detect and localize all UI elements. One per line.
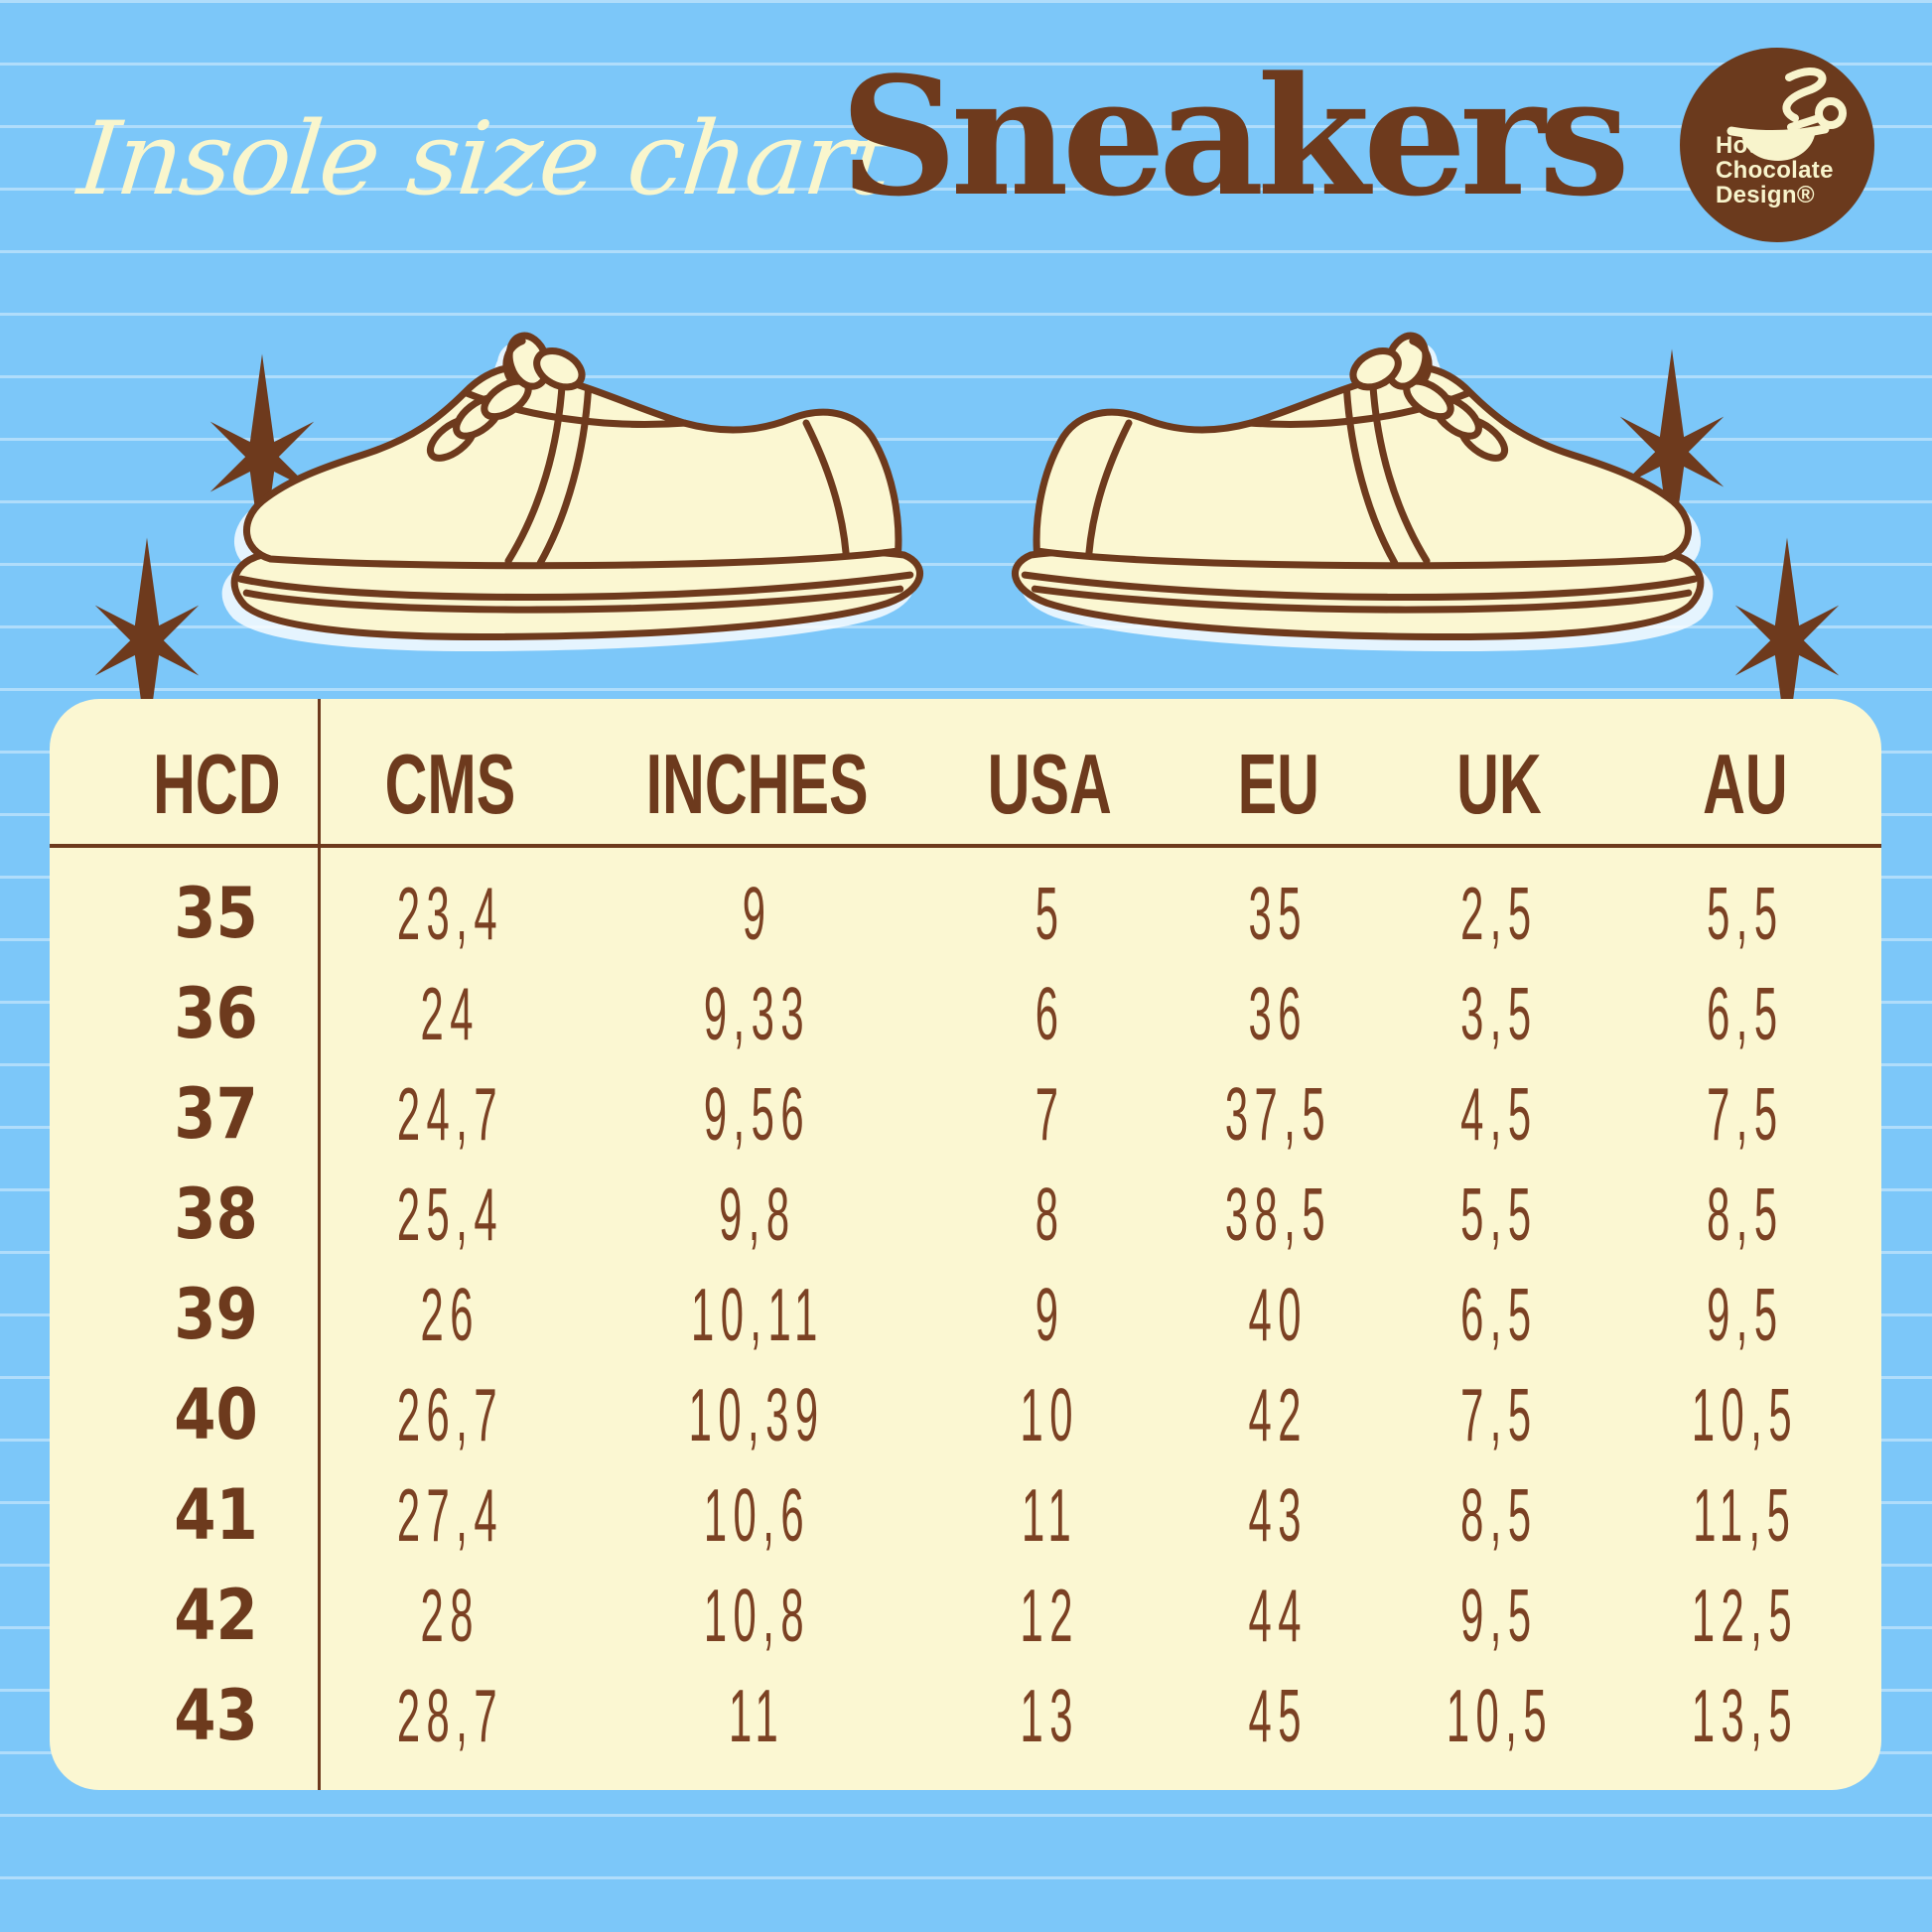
size-value: 8: [1035, 1173, 1065, 1257]
size-value: 26,7: [396, 1373, 504, 1457]
size-value: 10,5: [1691, 1373, 1799, 1457]
size-value: 3,5: [1460, 972, 1538, 1056]
size-value: 5,5: [1706, 872, 1784, 956]
size-label: 38: [174, 1173, 259, 1256]
size-value: 11: [729, 1674, 785, 1758]
size-value: 4,5: [1460, 1072, 1538, 1157]
table-row: 41 27,4 10,6 11 43 8,5 11,5: [50, 1465, 1881, 1566]
brand-word-design: Design®: [1716, 182, 1815, 208]
size-value: 10,8: [703, 1574, 811, 1658]
size-table: HCD CMS INCHES USA EU UK AU 35 23,4 9 5 35 2,5 5,5 36…: [50, 699, 1881, 1790]
size-value: 28: [420, 1574, 481, 1658]
size-value: 9,8: [718, 1173, 796, 1257]
size-value: 7,5: [1460, 1373, 1538, 1457]
brand-logo: Hot Chocolate Design®: [1680, 48, 1874, 242]
column-header-cms: CMS: [384, 737, 516, 832]
table-vertical-divider: [318, 699, 321, 1790]
size-value: 7: [1035, 1072, 1065, 1157]
table-row: 40 26,7 10,39 10 42 7,5 10,5: [50, 1365, 1881, 1465]
size-value: 6,5: [1706, 972, 1784, 1056]
size-value: 42: [1248, 1373, 1309, 1457]
size-value: 5: [1035, 872, 1065, 956]
column-header-au: AU: [1702, 737, 1788, 832]
size-value: 40: [1248, 1273, 1309, 1357]
size-table-body: 35 23,4 9 5 35 2,5 5,5 36 24 9,33 6 36 3,5 6,5 37 24,7 9…: [50, 848, 1881, 1790]
size-value: 11: [1022, 1473, 1078, 1558]
size-label: 36: [174, 973, 259, 1055]
size-value: 6,5: [1460, 1273, 1538, 1357]
column-header-uk: UK: [1456, 737, 1542, 832]
brand-word-chocolate: Chocolate: [1716, 157, 1834, 184]
table-row: 35 23,4 9 5 35 2,5 5,5: [50, 864, 1881, 964]
size-value: 13,5: [1691, 1674, 1799, 1758]
size-value: 24: [420, 972, 481, 1056]
size-value: 8,5: [1706, 1173, 1784, 1257]
size-value: 44: [1248, 1574, 1309, 1658]
size-value: 10: [1020, 1373, 1080, 1457]
size-value: 28,7: [396, 1674, 504, 1758]
size-value: 45: [1248, 1674, 1309, 1758]
size-value: 6: [1035, 972, 1065, 1056]
size-value: 9,33: [703, 972, 811, 1056]
size-value: 10,39: [689, 1373, 825, 1457]
size-value: 11,5: [1693, 1473, 1797, 1558]
size-value: 36: [1248, 972, 1309, 1056]
size-label: 41: [174, 1474, 259, 1557]
size-value: 12: [1020, 1574, 1080, 1658]
size-label: 40: [174, 1374, 259, 1456]
table-row: 36 24 9,33 6 36 3,5 6,5: [50, 964, 1881, 1064]
size-value: 9: [1035, 1273, 1065, 1357]
sneaker-right-illustration: [985, 316, 1725, 658]
size-value: 23,4: [396, 872, 504, 956]
size-value: 8,5: [1460, 1473, 1538, 1558]
table-row: 43 28,7 11 13 45 10,5 13,5: [50, 1666, 1881, 1766]
sneaker-left-illustration: [230, 332, 923, 641]
sparkle-star-icon: [209, 353, 315, 562]
size-value: 9,5: [1460, 1574, 1538, 1658]
size-value: 12,5: [1691, 1574, 1799, 1658]
size-value: 26: [420, 1273, 481, 1357]
size-value: 10,11: [690, 1273, 824, 1357]
size-value: 5,5: [1460, 1173, 1538, 1257]
subtitle-script: Insole size chart: [72, 100, 897, 218]
sparkle-star-icon: [1734, 537, 1840, 746]
page-title: Sneakers: [840, 41, 1630, 232]
size-value: 2,5: [1460, 872, 1538, 956]
size-value: 7,5: [1706, 1072, 1784, 1157]
column-header-eu: EU: [1237, 737, 1319, 832]
size-label: 42: [174, 1575, 259, 1657]
brand-word-hot: Hot: [1716, 132, 1756, 159]
size-value: 9,5: [1706, 1273, 1784, 1357]
column-header-usa: USA: [987, 737, 1113, 832]
size-value: 38,5: [1224, 1173, 1332, 1257]
size-value: 24,7: [396, 1072, 504, 1157]
sparkle-star-icon: [1619, 348, 1725, 557]
table-row: 37 24,7 9,56 7 37,5 4,5 7,5: [50, 1064, 1881, 1165]
table-row: 39 26 10,11 9 40 6,5 9,5: [50, 1265, 1881, 1365]
size-value: 10,6: [703, 1473, 811, 1558]
size-value: 9,56: [703, 1072, 811, 1157]
column-header-hcd: HCD: [152, 737, 281, 832]
size-label: 43: [174, 1675, 259, 1757]
size-value: 25,4: [396, 1173, 504, 1257]
size-value: 35: [1248, 872, 1309, 956]
brand-logo-text: Hot Chocolate Design®: [1716, 133, 1834, 207]
size-label: 35: [174, 873, 259, 955]
size-value: 9: [742, 872, 772, 956]
table-row: 42 28 10,8 12 44 9,5 12,5: [50, 1566, 1881, 1666]
size-table-header: HCD CMS INCHES USA EU UK AU: [50, 699, 1881, 844]
size-value: 37,5: [1224, 1072, 1332, 1157]
size-value: 10,5: [1446, 1674, 1553, 1758]
size-value: 13: [1020, 1674, 1080, 1758]
size-value: 43: [1248, 1473, 1309, 1558]
size-value: 27,4: [396, 1473, 504, 1558]
table-row: 38 25,4 9,8 8 38,5 5,5 8,5: [50, 1165, 1881, 1265]
size-label: 39: [174, 1274, 259, 1356]
table-header-divider: [50, 844, 1881, 848]
sparkle-star-icon: [94, 537, 200, 746]
column-header-inches: INCHES: [645, 737, 869, 832]
size-label: 37: [174, 1073, 259, 1156]
hot-chocolate-cup-icon: [1726, 68, 1847, 161]
